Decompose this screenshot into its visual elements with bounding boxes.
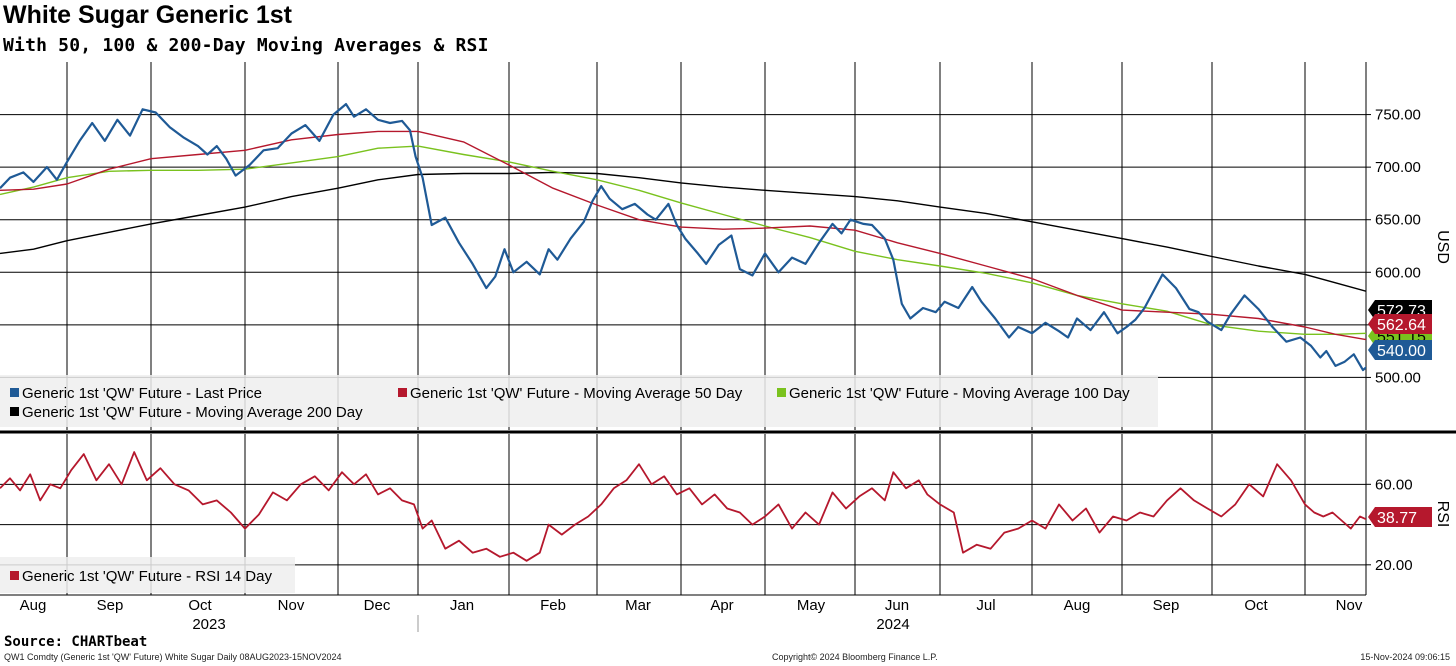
- x-tick-label: Nov: [1336, 597, 1363, 614]
- footer-copyright: Copyright© 2024 Bloomberg Finance L.P.: [772, 652, 938, 662]
- rsi-tick-label: 20.00: [1375, 557, 1413, 574]
- legend-swatch-ma200: [10, 407, 19, 416]
- x-tick-label: Oct: [188, 597, 212, 614]
- legend-swatch-price: [10, 388, 19, 397]
- x-tick-label: Mar: [625, 597, 651, 614]
- series-line-ma100: [0, 145, 1366, 335]
- x-tick-label: Jun: [885, 597, 909, 614]
- legend-swatch-ma100: [777, 388, 786, 397]
- legend-label-ma200: Generic 1st 'QW' Future - Moving Average…: [22, 404, 363, 421]
- last-value-tag-ma50-bg: [1368, 314, 1432, 334]
- price-tick-label: 600.00: [1375, 264, 1421, 281]
- x-tick-label: Jul: [976, 597, 995, 614]
- price-legend-bg: [0, 375, 1158, 427]
- price-axis-label: USD: [1434, 230, 1451, 264]
- legend-label-ma50: Generic 1st 'QW' Future - Moving Average…: [410, 385, 743, 402]
- legend-label-rsi: Generic 1st 'QW' Future - RSI 14 Day: [22, 568, 272, 585]
- year-label: 2024: [876, 616, 909, 633]
- x-tick-label: Aug: [1064, 597, 1091, 614]
- rsi-legend: Generic 1st 'QW' Future - RSI 14 Day: [0, 557, 295, 593]
- rsi-legend-bg: [0, 557, 295, 593]
- last-value-tag-rsi-bg: [1368, 507, 1432, 527]
- last-value-tag-ma50-text: 562.64: [1377, 317, 1426, 334]
- last-value-tag-price-text: 540.00: [1377, 343, 1426, 360]
- last-value-tag-price-bg: [1368, 340, 1432, 360]
- price-tick-label: 700.00: [1375, 159, 1421, 176]
- rsi-axis-label: RSI: [1434, 501, 1451, 528]
- series-line-ma200: [0, 171, 1366, 292]
- series-line-ma50: [0, 130, 1366, 341]
- x-tick-label: Apr: [710, 597, 733, 614]
- price-tick-label: 750.00: [1375, 107, 1421, 124]
- last-value-tag-price: 540.00: [1368, 340, 1432, 360]
- legend-swatch-ma50: [398, 388, 407, 397]
- x-tick-label: Oct: [1244, 597, 1268, 614]
- legend-swatch-rsi: [10, 571, 19, 580]
- source-note: Source: CHARTbeat: [4, 634, 148, 650]
- x-tick-label: Jan: [450, 597, 474, 614]
- last-value-tag-rsi: 38.77: [1368, 507, 1432, 527]
- x-tick-label: Sep: [97, 597, 124, 614]
- rsi-tick-label: 60.00: [1375, 476, 1413, 493]
- x-tick-label: Nov: [278, 597, 305, 614]
- price-legend: Generic 1st 'QW' Future - Last Price Gene…: [0, 375, 1158, 427]
- last-value-tag-ma50: 562.64: [1368, 314, 1432, 334]
- series-line-rsi: [0, 451, 1366, 562]
- last-value-tag-rsi-text: 38.77: [1377, 510, 1417, 527]
- footer-timestamp: 15-Nov-2024 09:06:15: [1360, 652, 1450, 662]
- series-line-price: [0, 103, 1366, 372]
- chart-subtitle: With 50, 100 & 200-Day Moving Averages &…: [3, 35, 489, 56]
- price-tick-label: 500.00: [1375, 369, 1421, 386]
- x-tick-label: Dec: [364, 597, 391, 614]
- legend-label-price: Generic 1st 'QW' Future - Last Price: [22, 385, 262, 402]
- year-label: 2023: [192, 616, 225, 633]
- x-tick-label: May: [797, 597, 826, 614]
- x-tick-label: Sep: [1153, 597, 1180, 614]
- footer-ticker-info: QW1 Comdty (Generic 1st 'QW' Future) Whi…: [4, 652, 342, 662]
- price-tick-label: 650.00: [1375, 212, 1421, 229]
- x-tick-label: Feb: [540, 597, 566, 614]
- x-tick-label: Aug: [20, 597, 47, 614]
- legend-label-ma100: Generic 1st 'QW' Future - Moving Average…: [789, 385, 1130, 402]
- chart-canvas: 500.00 600.00 650.00 700.00 750.00 20.00 60.00…: [0, 62, 1456, 633]
- chart-title: White Sugar Generic 1st: [3, 1, 292, 29]
